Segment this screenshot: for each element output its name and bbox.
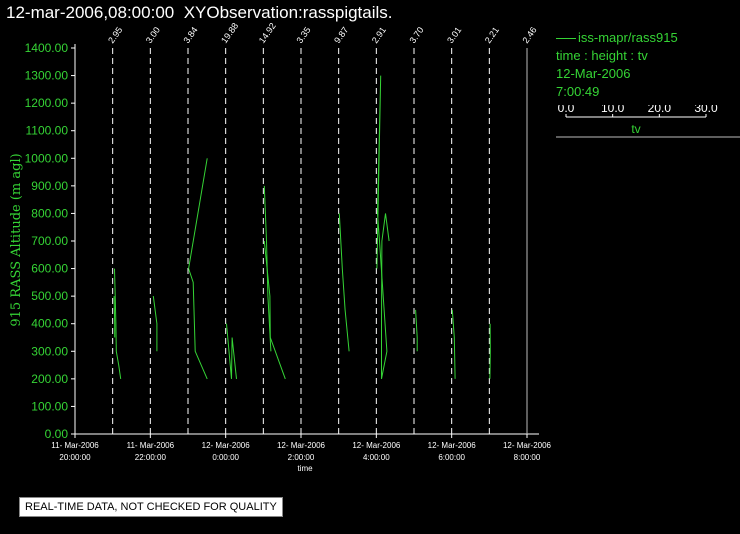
y-tick-label: 1400.00	[25, 41, 69, 55]
series-trace	[113, 296, 116, 338]
y-tick-label: 0.00	[45, 427, 69, 441]
series-trace	[188, 268, 208, 380]
timestamp: 12-mar-2006,08:00:00	[6, 3, 175, 22]
observation-value-label: 3.00	[144, 25, 162, 45]
x-axis-title: time	[297, 464, 313, 473]
legend-scale-tick-label: 10.0	[601, 105, 625, 115]
observation-value-label: 2.91	[370, 25, 388, 45]
y-tick-label: 900.00	[31, 179, 68, 193]
x-tick-label-date: 12- Mar-2006	[503, 441, 552, 450]
y-tick-label: 300.00	[31, 344, 68, 358]
series-trace	[152, 296, 158, 352]
x-tick-label-time: 0:00:00	[212, 453, 239, 462]
x-tick-label-date: 12- Mar-2006	[352, 441, 401, 450]
series-trace	[114, 268, 122, 379]
title-bar: 12-mar-2006,08:00:00 XYObservation:rassp…	[6, 3, 393, 23]
legend-scale-tick-label: 0.0	[558, 105, 575, 115]
y-tick-label: 800.00	[31, 206, 68, 220]
observation-value-label: 2.21	[483, 25, 501, 45]
series-trace	[381, 213, 390, 379]
legend-line-swatch	[556, 38, 576, 40]
legend-date: 12-Mar-2006	[556, 66, 631, 81]
observation-value-label: 19.88	[219, 21, 240, 45]
x-tick-label-date: 11- Mar-2006	[51, 441, 99, 450]
y-tick-label: 400.00	[31, 317, 68, 331]
series-trace	[226, 323, 237, 379]
x-tick-label-time: 6:00:00	[438, 453, 465, 462]
series-trace	[338, 213, 350, 352]
y-tick-label: 1300.00	[25, 69, 69, 83]
legend-series-name: iss-mapr/rass915	[578, 30, 678, 45]
observation-value-label: 2.95	[106, 25, 124, 45]
series-trace	[376, 75, 388, 379]
legend-scale: 0.0 10.0 20.0 30.0 tv	[556, 105, 740, 138]
legend-scale-title: tv	[631, 122, 640, 136]
x-tick-label-time: 20:00:00	[59, 453, 91, 462]
x-tick-label-date: 11- Mar-2006	[127, 441, 175, 450]
observation-value-label: 3.35	[294, 25, 312, 45]
y-tick-label: 700.00	[31, 234, 68, 248]
y-axis-title: 915 RASS Altitude (m agl)	[9, 153, 24, 326]
series-trace	[188, 158, 208, 269]
y-tick-label: 200.00	[31, 372, 68, 386]
observation-value-label: 14.92	[257, 21, 278, 45]
x-tick-label-time: 22:00:00	[135, 453, 167, 462]
observation-value-label: 3.84	[181, 25, 199, 45]
axes: 0.00 100.00 200.00 300.00 400.00 500.00 600.00…	[25, 41, 552, 462]
x-tick-label-time: 2:00:00	[288, 453, 315, 462]
y-tick-label: 600.00	[31, 262, 68, 276]
x-tick-label-date: 12- Mar-2006	[428, 441, 477, 450]
x-tick-label-time: 4:00:00	[363, 453, 390, 462]
legend-axes-text: time : height : tv	[556, 48, 648, 63]
y-tick-label: 500.00	[31, 289, 68, 303]
legend-time: 7:00:49	[556, 84, 600, 99]
y-axis-title-group: 915 RASS Altitude (m agl)	[9, 153, 24, 326]
legend-scale-tick-label: 20.0	[648, 105, 672, 115]
x-tick-label-time: 8:00:00	[514, 453, 541, 462]
quality-notice: REAL-TIME DATA, NOT CHECKED FOR QUALITY	[19, 497, 283, 517]
traces	[113, 75, 491, 380]
observation-value-label: 9.87	[332, 25, 350, 45]
y-tick-label: 1000.00	[25, 151, 69, 165]
x-tick-label-date: 12- Mar-2006	[277, 441, 326, 450]
series-trace	[415, 309, 418, 352]
y-tick-label: 1200.00	[25, 96, 69, 110]
observation-guides: 2.95 3.00 3.84 19.88 14.92 3.35 9.87 2.91 3.70 3.…	[106, 21, 539, 434]
observation-value-label: 3.01	[445, 25, 463, 45]
series-trace	[263, 240, 286, 380]
observation-value-label: 2.46	[520, 25, 538, 45]
legend-scale-tick-label: 30.0	[694, 105, 718, 115]
observation-value-label: 3.70	[407, 25, 425, 45]
y-tick-label: 100.00	[31, 399, 68, 413]
series-trace	[451, 309, 456, 379]
legend: iss-mapr/rass915 time : height : tv 12-M…	[556, 29, 740, 138]
legend-series-row: iss-mapr/rass915	[556, 29, 740, 47]
x-tick-label-date: 12- Mar-2006	[202, 441, 251, 450]
y-tick-label: 1100.00	[26, 124, 69, 138]
page-title: XYObservation:rasspigtails.	[183, 3, 393, 22]
